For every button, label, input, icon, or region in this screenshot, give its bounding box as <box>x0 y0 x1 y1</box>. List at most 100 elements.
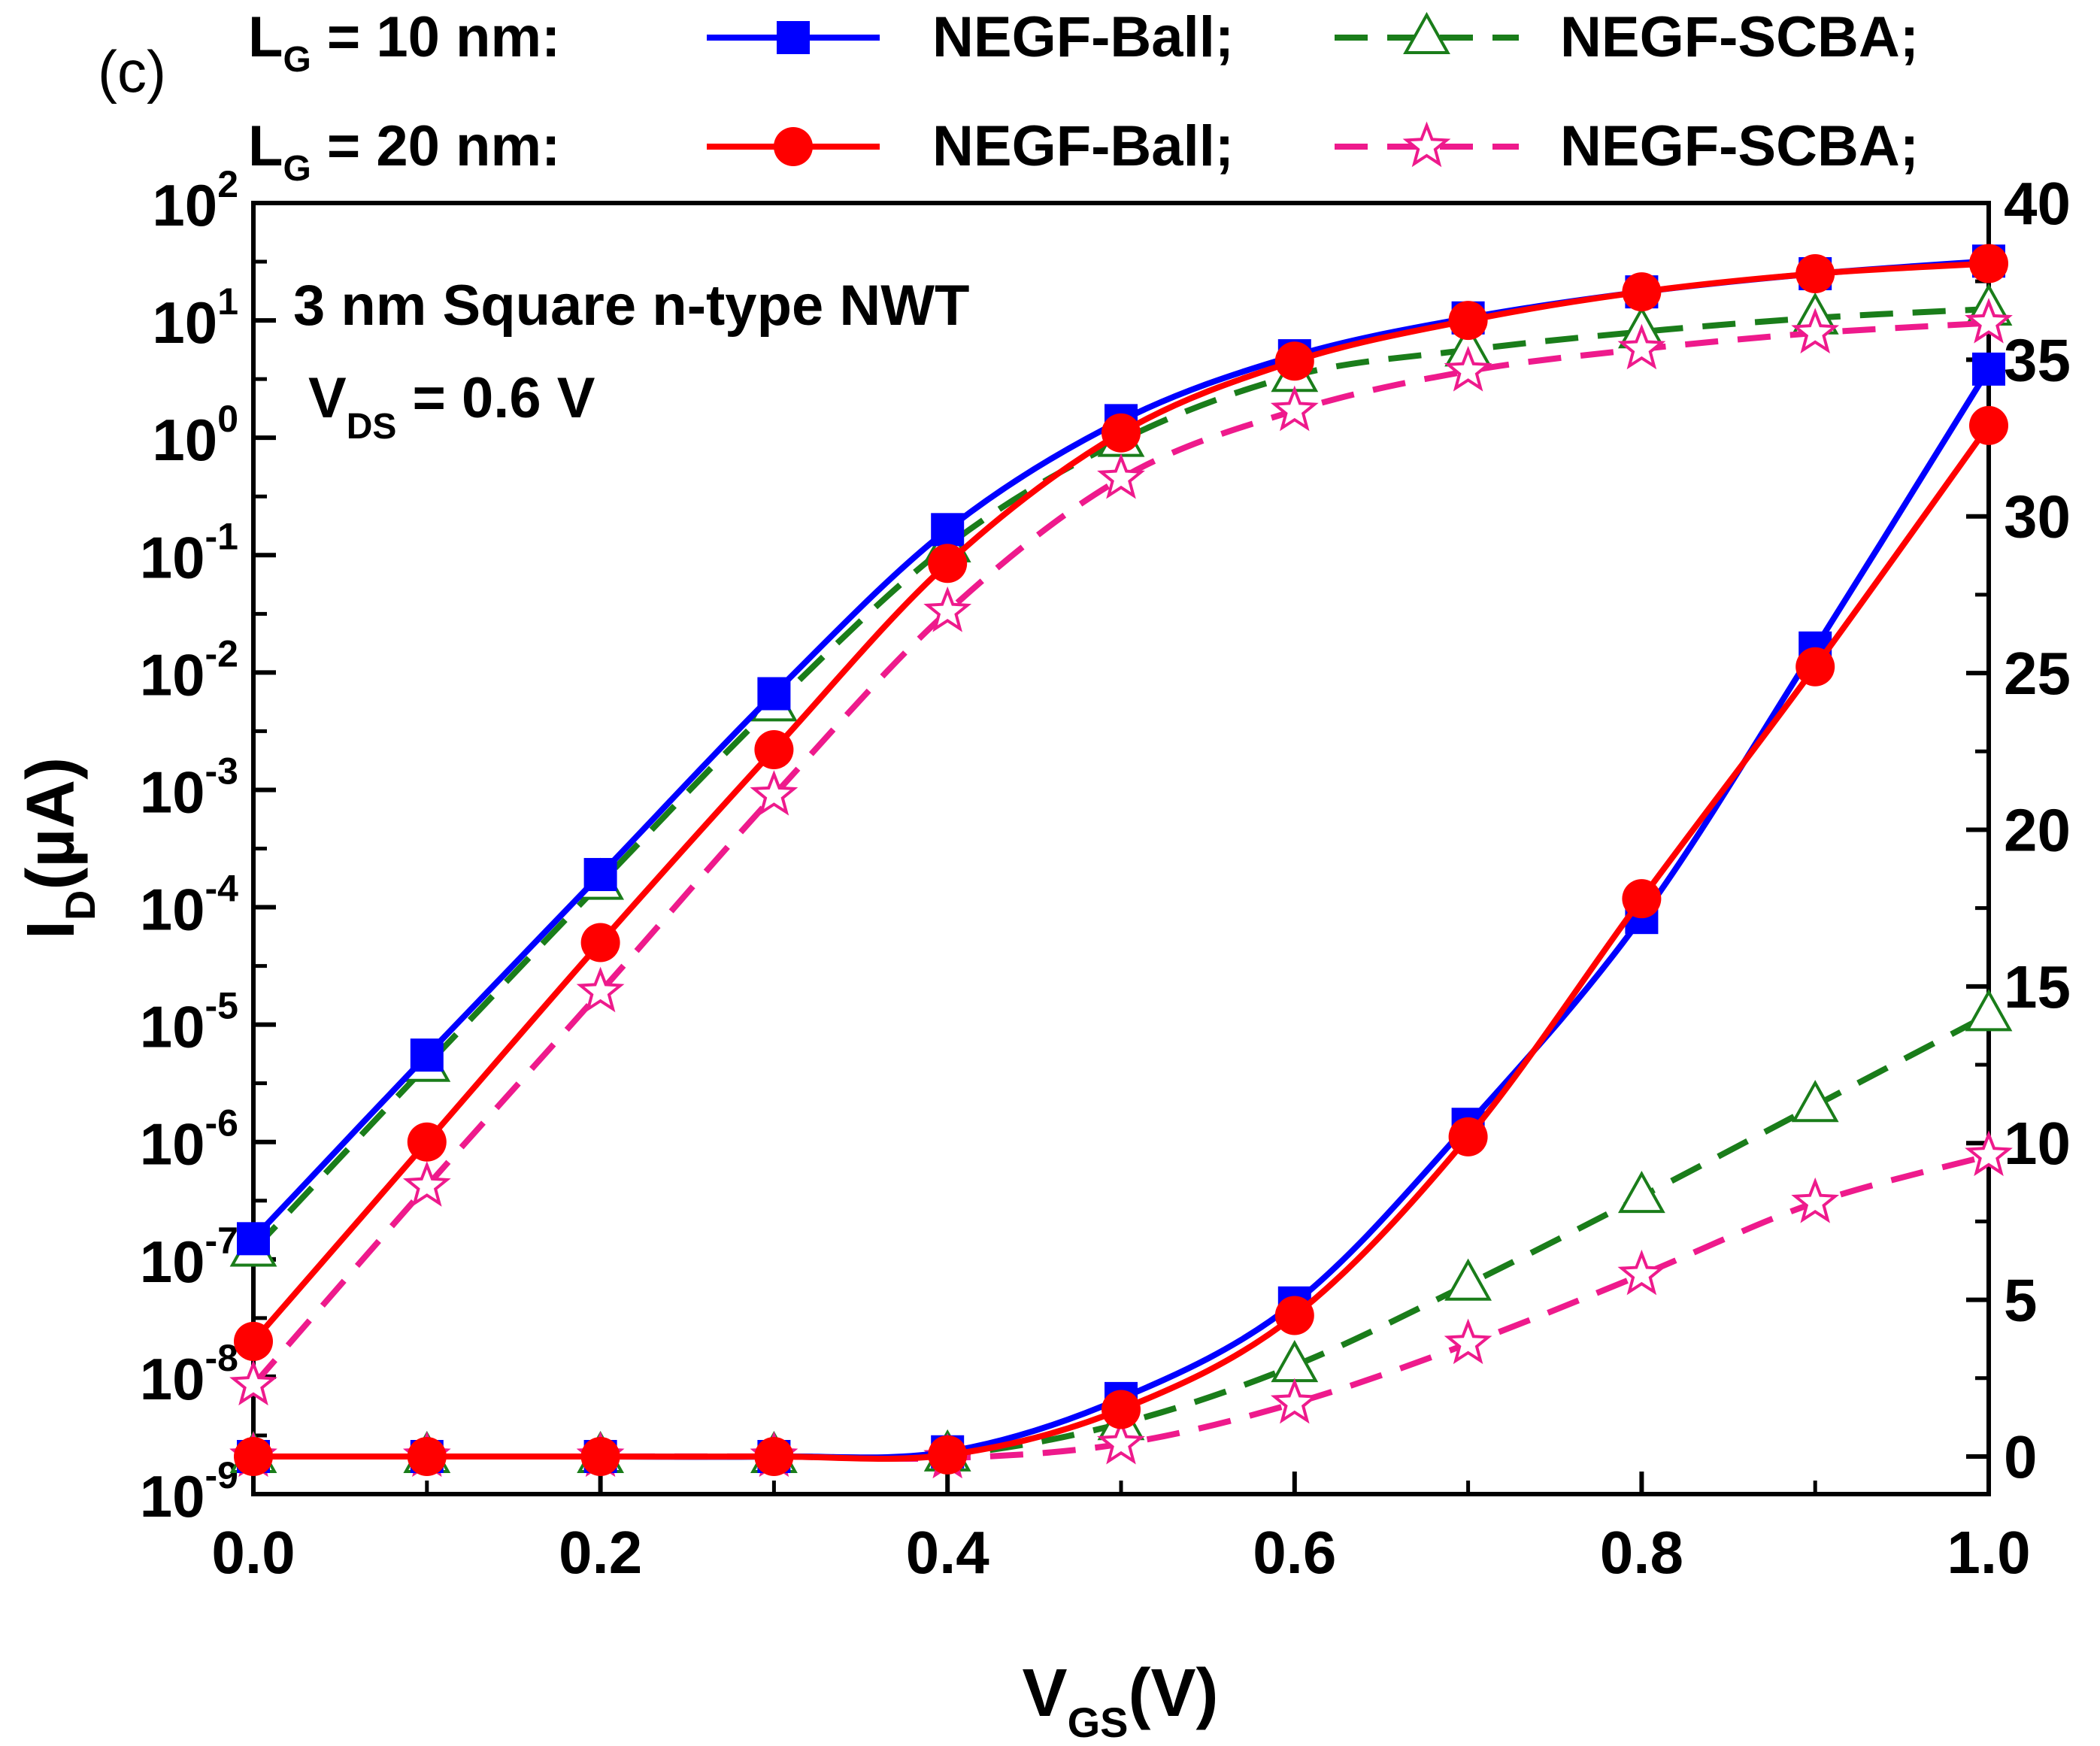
data-point-lg20_ball-log <box>234 1321 273 1361</box>
data-point-lg20_ball-linear <box>234 1436 273 1476</box>
data-point-lg20_scba-linear <box>1965 1130 2013 1177</box>
right-tick-label: 5 <box>2004 1267 2038 1334</box>
data-point-lg10_ball-log <box>237 1222 270 1256</box>
series-line-lg20_scba-log <box>250 320 1989 1387</box>
data-point-lg20_ball-log <box>928 544 968 584</box>
data-point-lg20_ball-log <box>1969 244 2008 283</box>
series-line-lg20_ball-log <box>250 260 1989 1344</box>
data-point-lg10_scba-linear <box>1791 1080 1839 1123</box>
left-tick-label: 10-9 <box>140 1454 238 1529</box>
x-tick-label: 0.6 <box>1253 1519 1336 1586</box>
data-point-lg20_ball-log <box>1448 301 1488 341</box>
data-point-lg20_scba-linear <box>1791 1177 1840 1223</box>
right-tick-label: 40 <box>2004 170 2071 237</box>
legend-swatch-lg10-scba <box>1335 11 1519 54</box>
data-point-lg10_ball-log <box>410 1038 444 1072</box>
series-lg20_scba <box>229 298 2013 1479</box>
left-tick-label: 10-7 <box>140 1220 238 1295</box>
legend-label-lg10-scba: NEGF-SCBA; <box>1560 5 1919 69</box>
data-point-lg20_ball-log <box>1622 272 1662 312</box>
legend-row1-prefix: L <box>248 5 283 69</box>
x-axis-label-sub: GS <box>1068 1699 1129 1746</box>
y-axis-label-rest: (µA) <box>14 757 89 890</box>
data-point-lg20_scba-linear <box>1270 1378 1319 1424</box>
data-point-lg20_ball-linear <box>407 1436 447 1476</box>
data-point-lg20_ball-log <box>1102 413 1141 453</box>
right-tick-label: 30 <box>2004 483 2071 550</box>
left-tick-label: 10-3 <box>140 750 238 825</box>
right-tick-label: 25 <box>2004 640 2071 707</box>
legend-swatch-lg20-scba <box>1335 121 1519 168</box>
series-layer <box>229 244 2013 1479</box>
data-point-lg20_ball-linear <box>1274 1296 1314 1335</box>
legend-row2-label: LG = 20 nm: <box>248 114 560 189</box>
right-axis-ticks: 0 5 10 15 20 25 30 35 40 <box>1966 170 2071 1490</box>
data-point-lg20_ball-linear <box>928 1435 968 1475</box>
legend-label-lg10-ball: NEGF-Ball; <box>932 5 1234 69</box>
data-point-lg20_scba-log <box>1270 385 1319 432</box>
legend-marker-lg10_ball <box>777 21 810 54</box>
data-point-lg20_ball-linear <box>1102 1390 1141 1429</box>
data-point-lg20_scba-log <box>229 1360 277 1406</box>
panel-label: (c) <box>98 38 166 105</box>
x-axis-label: VGS(V) <box>1023 1656 1219 1746</box>
legend-marker-lg10_scba <box>1403 11 1450 54</box>
x-axis-label-rest: (V) <box>1128 1656 1218 1731</box>
right-tick-label: 35 <box>2004 326 2071 393</box>
left-tick-label: 10-2 <box>140 632 238 708</box>
annotation-vds: VDS = 0.6 V <box>308 366 595 447</box>
data-point-lg10_scba-linear <box>1617 1170 1665 1214</box>
legend-row2-prefix: L <box>248 114 283 178</box>
annotation-vds-sub: DS <box>347 407 397 447</box>
data-point-lg20_ball-log <box>1274 341 1314 381</box>
data-point-lg20_scba-log <box>1791 308 1840 354</box>
data-point-lg20_scba-log <box>1444 345 1492 392</box>
legend-row-lg20: LG = 20 nm: NEGF-Ball; NEGF-SCBA; <box>248 114 1919 189</box>
data-point-lg20_ball-log <box>1795 253 1835 293</box>
y-axis-label-sub: D <box>56 890 104 920</box>
x-axis-label-main: V <box>1023 1656 1068 1731</box>
x-tick-label: 1.0 <box>1947 1519 2030 1586</box>
data-point-lg20_ball-linear <box>1969 405 2008 445</box>
data-point-lg20_scba-linear <box>1444 1318 1492 1365</box>
legend-row2-value: = 20 nm: <box>311 114 561 178</box>
data-point-lg20_scba-linear <box>1617 1249 1666 1296</box>
legend-row1-sub: G <box>283 40 311 80</box>
y-axis-label-main: I <box>14 920 89 939</box>
legend-row-lg10: LG = 10 nm: NEGF-Ball; NEGF-SCBA; <box>248 5 1919 80</box>
data-point-lg20_ball-log <box>580 923 620 962</box>
legend-swatch-lg10-ball <box>707 21 880 54</box>
annotation-device: 3 nm Square n-type NWT <box>293 274 969 338</box>
annotation-vds-main: V <box>308 366 347 430</box>
right-tick-label: 0 <box>2004 1423 2038 1490</box>
left-tick-label: 10-6 <box>140 1102 238 1178</box>
left-tick-label: 10-8 <box>140 1337 238 1412</box>
left-axis-ticks: 102 101 100 10-1 10-2 10-3 10-4 10-5 10-6 10-7 10-… <box>140 163 276 1529</box>
data-point-lg20_ball-linear <box>754 1436 794 1476</box>
data-point-lg10_ball-linear <box>1972 352 2005 386</box>
data-point-lg20_ball-linear <box>1448 1117 1488 1156</box>
data-point-lg20_ball-linear <box>580 1436 620 1476</box>
legend-row1-label: LG = 10 nm: <box>248 5 560 80</box>
data-point-lg10_scba-linear <box>1965 989 2013 1032</box>
legend-swatch-lg20-ball <box>707 127 880 166</box>
data-point-lg20_scba-log <box>402 1160 451 1207</box>
x-tick-label: 0.8 <box>1600 1519 1683 1586</box>
x-axis-ticks: 0.0 0.2 0.4 0.6 0.8 1.0 <box>211 1472 2031 1586</box>
right-tick-label: 20 <box>2004 796 2071 863</box>
data-point-lg20_scba-linear <box>1097 1418 1145 1465</box>
series-lg20_ball <box>234 244 2008 1476</box>
left-tick-label: 102 <box>152 163 238 238</box>
x-tick-label: 0.0 <box>211 1519 295 1586</box>
legend-marker-lg20_ball <box>774 127 813 166</box>
x-tick-label: 0.4 <box>906 1519 990 1586</box>
data-point-lg20_scba-log <box>923 586 972 632</box>
data-point-lg10_ball-log <box>931 513 965 547</box>
x-tick-label: 0.2 <box>559 1519 642 1586</box>
legend-label-lg20-ball: NEGF-Ball; <box>932 114 1234 178</box>
legend-label-lg20-scba: NEGF-SCBA; <box>1560 114 1919 178</box>
left-tick-label: 100 <box>152 398 238 473</box>
data-point-lg10_ball-log <box>757 677 791 711</box>
series-line-lg20_ball-linear <box>253 423 1992 1463</box>
